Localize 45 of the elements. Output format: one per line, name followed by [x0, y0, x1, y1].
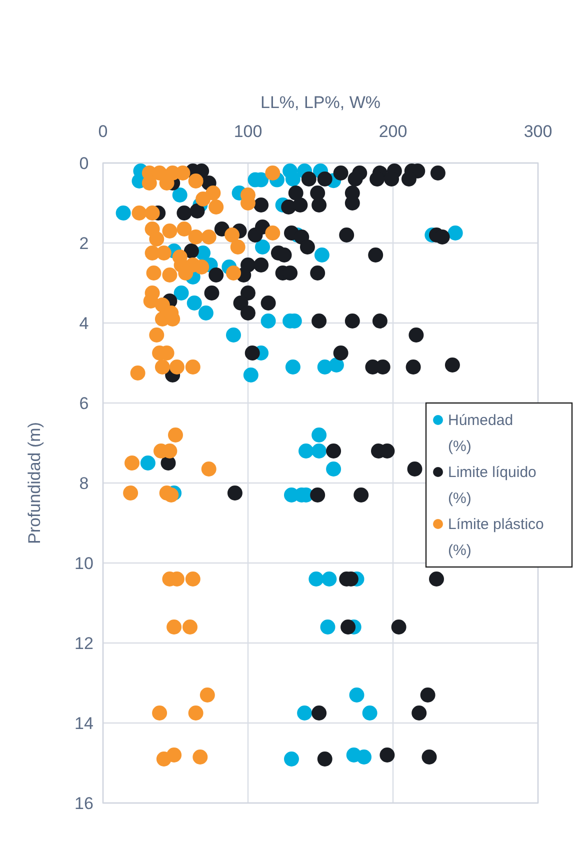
point — [298, 444, 314, 458]
point — [297, 706, 312, 720]
y-tick-label: 14 — [74, 714, 94, 733]
point — [312, 444, 327, 458]
point — [284, 752, 299, 766]
point — [172, 188, 188, 202]
x-axis-title: LL%, LP%, W% — [260, 93, 380, 112]
point — [308, 572, 324, 586]
point — [260, 314, 276, 328]
y-axis-title: Profundidad (m) — [25, 422, 44, 544]
legend-label: Límite plástico (%) — [448, 516, 544, 559]
point — [448, 226, 463, 240]
point — [285, 172, 300, 186]
legend-label: Limite líquido (%) — [448, 464, 536, 507]
x-tick-label: 300 — [524, 122, 552, 141]
x-tick-label: 100 — [234, 122, 262, 141]
y-tick-label: 12 — [74, 634, 94, 653]
point — [349, 688, 364, 702]
y-tick-label: 2 — [79, 234, 89, 253]
point — [140, 456, 156, 470]
point — [328, 358, 344, 372]
y-tick-label: 4 — [79, 314, 89, 333]
point — [285, 360, 300, 374]
x-tick-label: 0 — [98, 122, 108, 141]
point — [326, 462, 342, 476]
y-tick-label: 6 — [79, 394, 89, 413]
y-tick-label: 10 — [74, 554, 94, 573]
y-tick-label: 8 — [79, 474, 89, 493]
point — [226, 328, 241, 342]
point — [312, 428, 327, 442]
point — [255, 240, 270, 254]
point — [174, 286, 189, 300]
point — [320, 620, 336, 634]
point — [314, 248, 330, 262]
point — [198, 306, 214, 320]
legend-label: Húmedad (%) — [448, 412, 514, 455]
y-tick-label: 0 — [79, 154, 89, 173]
point — [322, 572, 337, 586]
point — [116, 206, 131, 220]
point — [356, 750, 372, 764]
x-tick-label: 200 — [378, 122, 408, 141]
point — [186, 296, 202, 310]
point — [243, 368, 258, 382]
point — [362, 706, 378, 720]
y-tick-label: 16 — [74, 794, 94, 813]
